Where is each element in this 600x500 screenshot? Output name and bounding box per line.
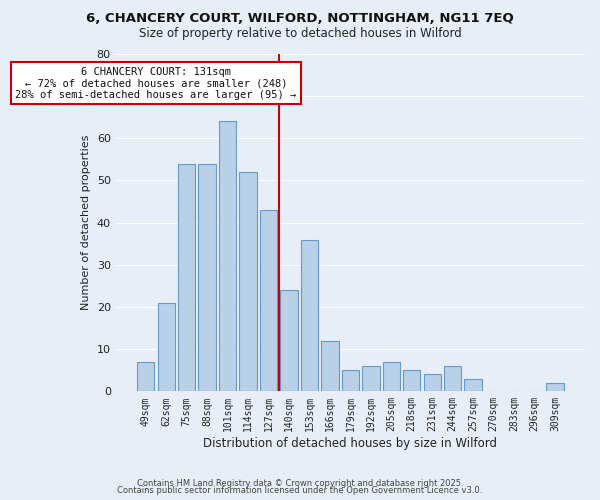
Text: Contains HM Land Registry data © Crown copyright and database right 2025.: Contains HM Land Registry data © Crown c…	[137, 478, 463, 488]
Bar	[178, 164, 196, 392]
Bar	[464, 378, 482, 392]
Bar	[199, 164, 216, 392]
Bar	[546, 383, 563, 392]
Bar	[424, 374, 441, 392]
Bar	[137, 362, 154, 392]
Bar	[301, 240, 318, 392]
Text: 6 CHANCERY COURT: 131sqm
← 72% of detached houses are smaller (248)
28% of semi-: 6 CHANCERY COURT: 131sqm ← 72% of detach…	[16, 66, 296, 100]
Text: Contains public sector information licensed under the Open Government Licence v3: Contains public sector information licen…	[118, 486, 482, 495]
Bar	[444, 366, 461, 392]
Bar	[219, 122, 236, 392]
Bar	[403, 370, 421, 392]
Text: Size of property relative to detached houses in Wilford: Size of property relative to detached ho…	[139, 28, 461, 40]
Bar	[158, 303, 175, 392]
Bar	[362, 366, 380, 392]
Text: 6, CHANCERY COURT, WILFORD, NOTTINGHAM, NG11 7EQ: 6, CHANCERY COURT, WILFORD, NOTTINGHAM, …	[86, 12, 514, 26]
Y-axis label: Number of detached properties: Number of detached properties	[81, 135, 91, 310]
X-axis label: Distribution of detached houses by size in Wilford: Distribution of detached houses by size …	[203, 437, 497, 450]
Bar	[239, 172, 257, 392]
Bar	[341, 370, 359, 392]
Bar	[383, 362, 400, 392]
Bar	[260, 210, 277, 392]
Bar	[280, 290, 298, 392]
Bar	[321, 340, 338, 392]
